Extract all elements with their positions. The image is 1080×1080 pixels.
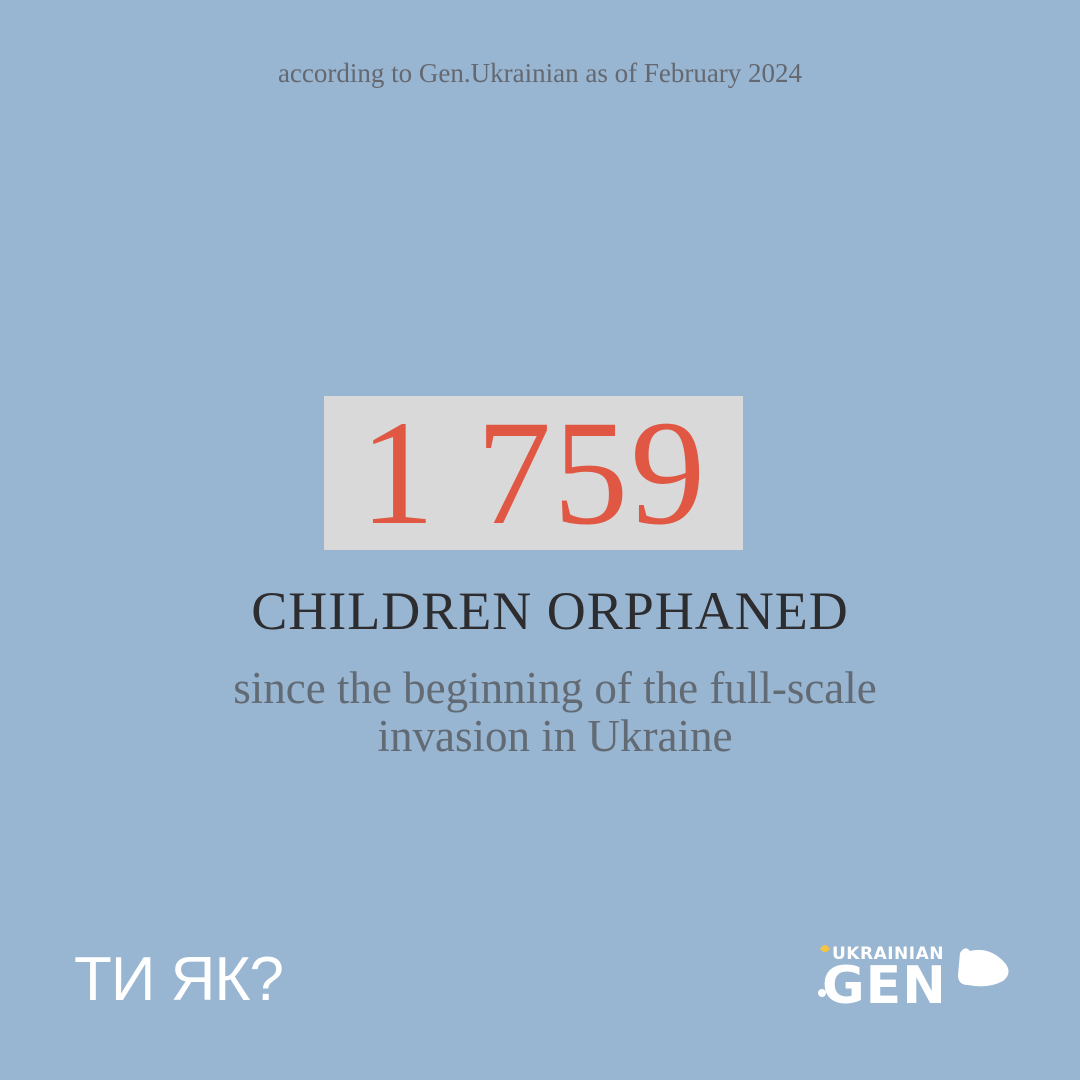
logo-text-main: GEN	[822, 956, 947, 1016]
subtitle: since the beginning of the full-scale in…	[0, 664, 1080, 760]
logo-graphic	[818, 945, 1009, 997]
logo-shape	[958, 948, 1009, 987]
logo-heart	[820, 945, 830, 952]
logo-text-top: UKRAINIAN	[832, 944, 944, 964]
subtitle-line: invasion in Ukraine	[377, 711, 733, 761]
subtitle-line: since the beginning of the full-scale	[233, 663, 877, 713]
number-box	[324, 396, 743, 550]
brand-logo: ТИ ЯК?	[74, 945, 284, 1014]
headline: CHILDREN ORPHANED	[251, 581, 849, 641]
source-note: according to Gen.Ukrainian as of Februar…	[277, 58, 803, 88]
stat-number: 1 759	[359, 390, 708, 556]
logo-dot	[818, 989, 826, 997]
